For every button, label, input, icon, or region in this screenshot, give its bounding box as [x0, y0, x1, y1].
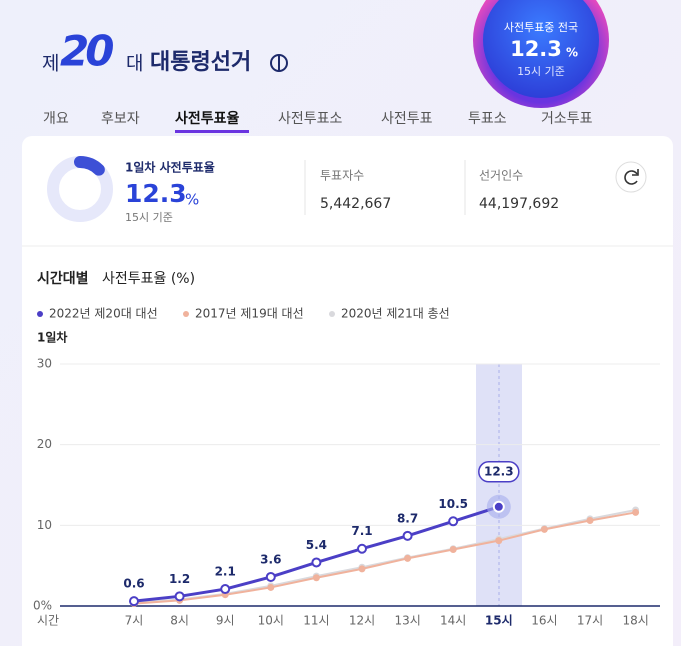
- tab[interactable]: 거소투표: [541, 111, 593, 127]
- point: [357, 543, 367, 554]
- data-label: 7.1: [351, 524, 372, 538]
- electors-label: 선거인수: [479, 169, 523, 183]
- badge-label: 사전투표중 전국: [504, 21, 578, 34]
- label-box: [478, 461, 520, 483]
- tab[interactable]: 사전투표율: [175, 110, 240, 127]
- legend-dot: [37, 311, 43, 317]
- data-label: 3.6: [260, 552, 281, 566]
- y-tick-label: 10: [37, 518, 52, 532]
- badge-unit: %: [566, 46, 578, 60]
- y-tick-label: 20: [37, 437, 52, 451]
- point: [265, 571, 276, 582]
- data-label: 12.3: [484, 464, 514, 478]
- tab[interactable]: 투표소: [468, 111, 507, 127]
- summary-label: 1일차 사전투표율: [125, 160, 215, 175]
- x-tick-label: 7시: [125, 614, 144, 628]
- legend-label: 2022년 제20대 대선: [49, 307, 158, 321]
- x-tick-label: 10시: [258, 614, 284, 628]
- point: [492, 500, 505, 513]
- point: [312, 574, 320, 582]
- legend-label: 2020년 제21대 총선: [341, 307, 450, 321]
- tab[interactable]: 사전투표: [381, 111, 433, 127]
- tab-underline: [175, 130, 249, 133]
- data-label: 2.1: [215, 565, 236, 579]
- x-tick-label: 18시: [622, 614, 648, 628]
- point: [174, 591, 185, 602]
- title-suffix: 대: [126, 53, 143, 75]
- point: [448, 516, 459, 527]
- x-tick-label: 11시: [303, 614, 329, 628]
- donut-arc: [74, 156, 105, 176]
- point: [540, 525, 548, 533]
- point: [267, 583, 275, 591]
- electors: 44,197,692: [479, 196, 559, 212]
- point: [449, 546, 457, 554]
- x-tick-label: 14시: [440, 614, 466, 628]
- x-tick-label: 8시: [170, 614, 189, 628]
- title-number: 20: [60, 27, 113, 76]
- point: [632, 508, 640, 516]
- legend-dot: [329, 311, 335, 317]
- voters-label: 투표자수: [320, 169, 364, 183]
- point: [495, 537, 503, 545]
- summary-unit: %: [185, 191, 199, 209]
- x-tick-label: 9시: [216, 614, 235, 628]
- summary-rate: 12.3: [125, 179, 187, 208]
- refresh-button[interactable]: [615, 161, 647, 193]
- x-tick-label: 15시: [485, 614, 513, 628]
- chart-title: 시간대별: [37, 270, 89, 287]
- title: 대통령선거: [150, 50, 251, 75]
- data-label: 0.6: [123, 577, 144, 591]
- legend-label: 2017년 제19대 대선: [195, 307, 304, 321]
- point: [404, 554, 412, 562]
- point: [220, 584, 231, 595]
- x-tick-label: 12시: [349, 614, 375, 628]
- point: [402, 530, 413, 541]
- point: [358, 565, 366, 573]
- badge-note: 15시 기준: [517, 65, 565, 78]
- data-label: 8.7: [397, 511, 418, 525]
- party-icon: [270, 54, 288, 72]
- point: [586, 516, 594, 524]
- tab[interactable]: 개요: [43, 111, 69, 127]
- badge-core: [483, 0, 599, 98]
- x-tick-label: 17시: [577, 614, 603, 628]
- x-tick-label: 16시: [531, 614, 557, 628]
- badge-rate: 12.3: [510, 37, 562, 61]
- data-label: 10.5: [438, 497, 468, 511]
- summary-note: 15시 기준: [125, 211, 173, 224]
- title-prefix: 제: [42, 53, 59, 75]
- day-label: 1일차: [37, 330, 67, 345]
- chart-subtitle: 사전투표율 (%): [102, 271, 195, 287]
- x-axis-label: 시간: [37, 614, 59, 628]
- y-tick-label: 30: [37, 357, 52, 371]
- series-line: [133, 511, 636, 605]
- voters: 5,442,667: [320, 196, 391, 212]
- legend-dot: [183, 311, 189, 317]
- x-tick-label: 13시: [394, 614, 420, 628]
- data-label: 1.2: [169, 572, 190, 586]
- tab[interactable]: 후보자: [101, 111, 140, 127]
- y-tick-label: 0%: [33, 599, 52, 613]
- data-label: 5.4: [306, 538, 327, 552]
- tab[interactable]: 사전투표소: [278, 111, 343, 127]
- point: [311, 557, 322, 568]
- point: [129, 596, 139, 607]
